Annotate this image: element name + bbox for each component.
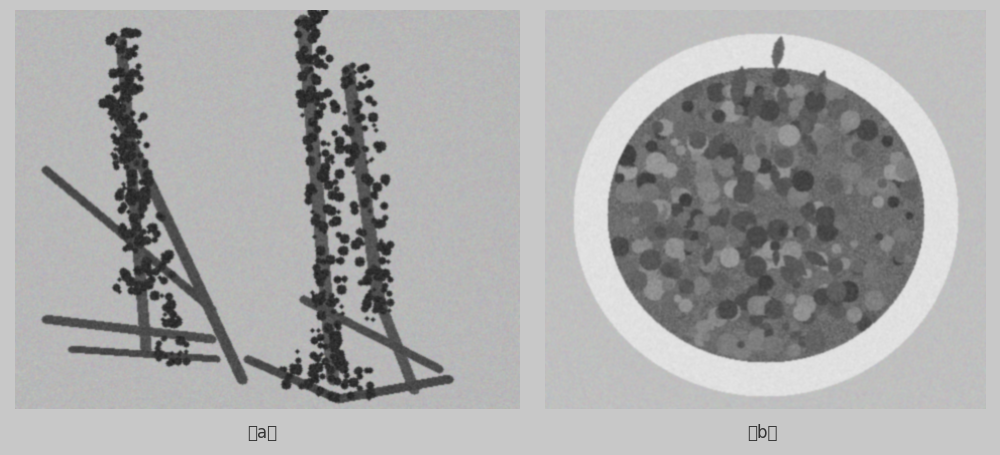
Text: （b）: （b） (747, 424, 777, 441)
Text: （a）: （a） (247, 424, 277, 441)
